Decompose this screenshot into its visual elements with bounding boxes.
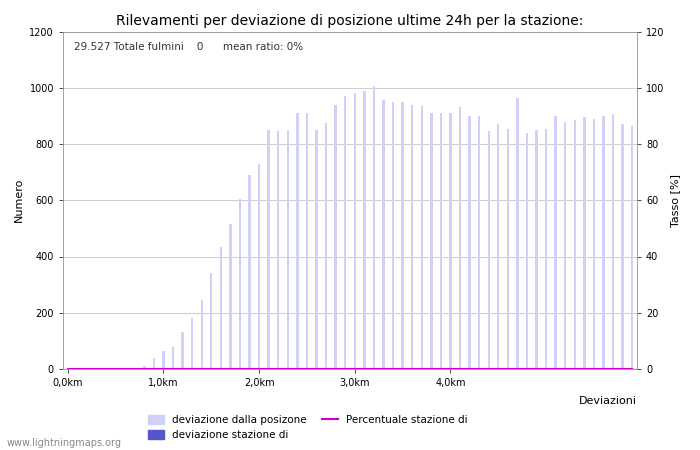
- Bar: [564, 122, 566, 369]
- Bar: [554, 116, 557, 369]
- Bar: [507, 129, 509, 369]
- Bar: [315, 130, 318, 369]
- Bar: [516, 98, 519, 369]
- Bar: [440, 113, 442, 369]
- Bar: [66, 368, 69, 369]
- Bar: [258, 164, 260, 369]
- Bar: [458, 108, 461, 369]
- Bar: [363, 90, 365, 369]
- Bar: [449, 113, 452, 369]
- Bar: [593, 119, 595, 369]
- Bar: [354, 94, 356, 369]
- Bar: [430, 113, 433, 369]
- Title: Rilevamenti per deviazione di posizione ultime 24h per la stazione:: Rilevamenti per deviazione di posizione …: [116, 14, 584, 27]
- Bar: [277, 131, 279, 369]
- Bar: [210, 273, 213, 369]
- Bar: [487, 131, 490, 369]
- Bar: [622, 124, 624, 369]
- Bar: [401, 102, 404, 369]
- Bar: [602, 116, 605, 369]
- Bar: [526, 133, 528, 369]
- Bar: [239, 199, 241, 369]
- Bar: [344, 96, 346, 369]
- Bar: [325, 123, 328, 369]
- Bar: [220, 247, 222, 369]
- Text: Deviazioni: Deviazioni: [579, 396, 637, 406]
- Bar: [583, 117, 586, 369]
- Bar: [229, 224, 232, 369]
- Bar: [191, 319, 193, 369]
- Text: www.lightningmaps.org: www.lightningmaps.org: [7, 438, 122, 448]
- Bar: [411, 105, 414, 369]
- Bar: [497, 124, 500, 369]
- Legend: deviazione dalla posizone, deviazione stazione di, Percentuale stazione di: deviazione dalla posizone, deviazione st…: [148, 414, 468, 440]
- Bar: [468, 116, 471, 369]
- Bar: [105, 368, 107, 369]
- Bar: [372, 86, 375, 369]
- Bar: [573, 120, 576, 369]
- Bar: [286, 130, 289, 369]
- Bar: [631, 126, 634, 369]
- Bar: [478, 116, 480, 369]
- Bar: [536, 130, 538, 369]
- Bar: [545, 129, 547, 369]
- Bar: [76, 368, 78, 369]
- Bar: [306, 113, 308, 369]
- Bar: [124, 368, 127, 369]
- Bar: [95, 368, 98, 369]
- Bar: [85, 368, 88, 369]
- Text: 29.527 Totale fulmini    0      mean ratio: 0%: 29.527 Totale fulmini 0 mean ratio: 0%: [74, 42, 304, 52]
- Bar: [296, 113, 299, 369]
- Bar: [392, 102, 394, 369]
- Bar: [162, 351, 164, 369]
- Bar: [421, 106, 423, 369]
- Bar: [172, 346, 174, 369]
- Bar: [267, 130, 270, 369]
- Bar: [382, 100, 385, 369]
- Y-axis label: Numero: Numero: [14, 178, 24, 222]
- Bar: [200, 300, 203, 369]
- Bar: [114, 368, 117, 369]
- Bar: [248, 175, 251, 369]
- Bar: [335, 105, 337, 369]
- Bar: [134, 368, 136, 369]
- Bar: [612, 114, 615, 369]
- Bar: [181, 333, 184, 369]
- Bar: [153, 358, 155, 369]
- Bar: [143, 366, 146, 369]
- Y-axis label: Tasso [%]: Tasso [%]: [670, 174, 680, 227]
